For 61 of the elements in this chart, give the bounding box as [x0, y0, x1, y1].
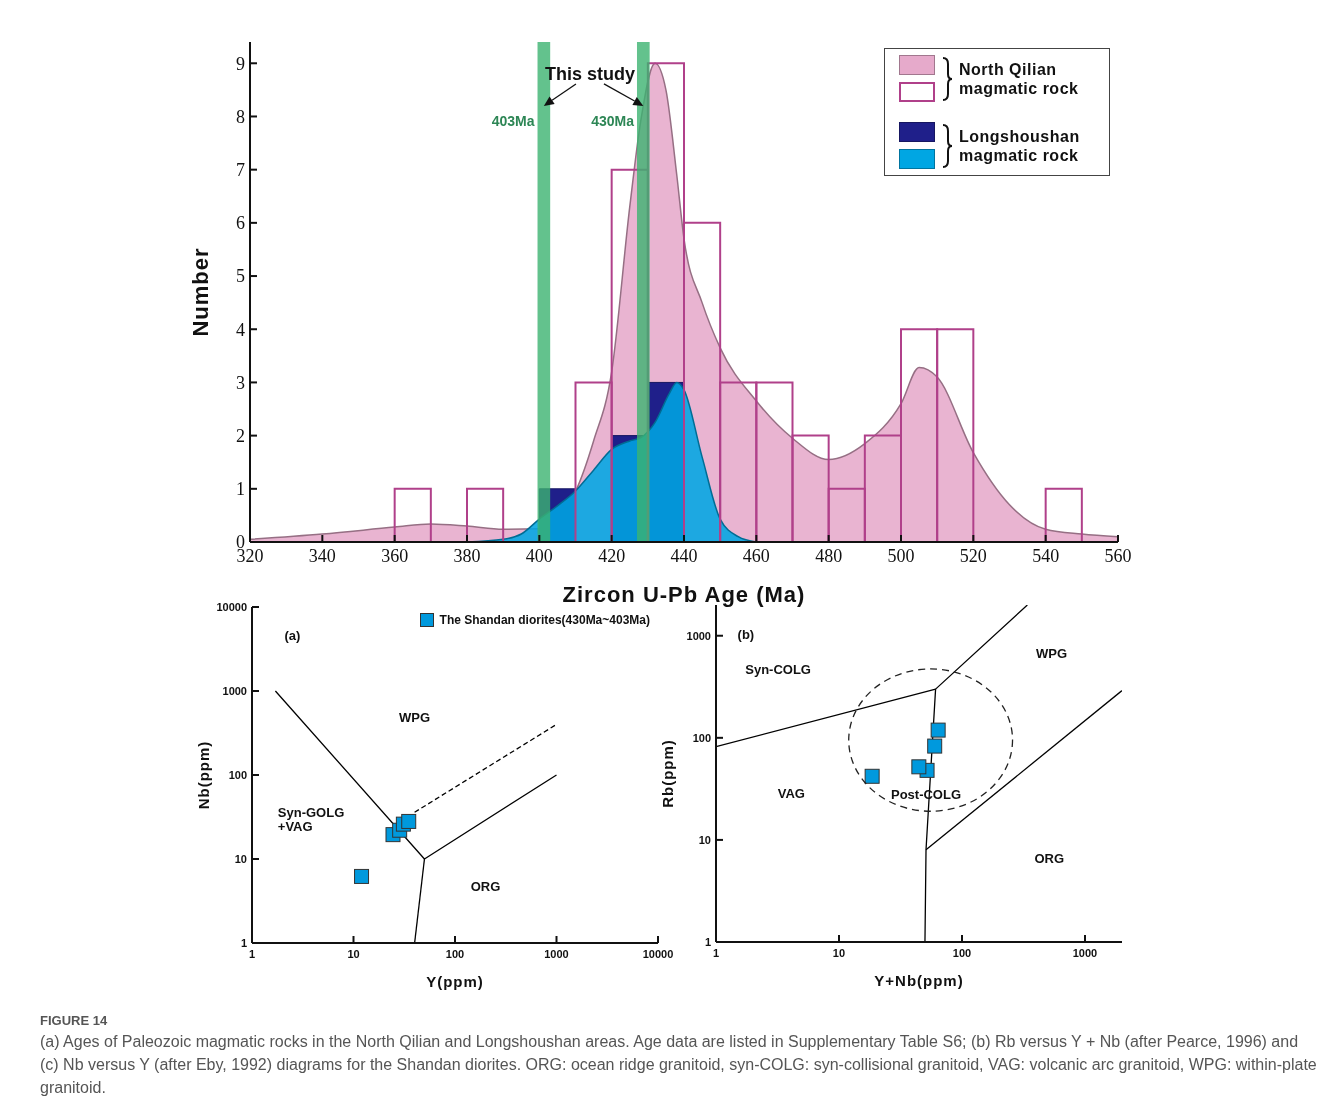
x-tick-label: 1	[248, 947, 256, 960]
x-tick-label: 10	[347, 947, 360, 960]
x-tick-label: 380	[453, 545, 481, 566]
x-tick-label: 1000	[544, 947, 569, 960]
annotation: Syn-COLG	[745, 661, 811, 677]
y-tick-label: 2	[236, 426, 245, 447]
x-axis-title: Y+Nb(ppm)	[874, 972, 964, 989]
annotation: (b)	[737, 626, 755, 642]
annotation: WPG	[1036, 645, 1068, 661]
x-tick-label: 540	[1032, 545, 1060, 566]
y-tick-label: 1	[240, 936, 247, 949]
x-axis-title: Zircon U-Pb Age (Ma)	[562, 582, 806, 607]
x-tick-label: 360	[381, 545, 409, 566]
text: (a) Ages of Paleozoic magmatic rocks in the North Qilian and Longshoushan areas. Age data are listed in Supplementary Table S6; (b) Rb versus Y + Nb (after Pearce, 1996) and (c) Nb versus Y (after Eby, 1992) diagrams for the Shandan diorites. ORG: ocean ridge granitoid, syn-COLG: syn-collisional granitoid, VAG: volcanic arc granitoid, WPG: within-plate granitoid.	[40, 1032, 1318, 1098]
x-tick-label: 420	[598, 545, 626, 566]
x-tick-label: 10000	[642, 947, 674, 960]
x-tick-label: 10	[832, 946, 846, 959]
legend-label: The Shandan diorites(430Ma~403Ma)	[439, 613, 650, 627]
y-axis-title: Nb(ppm)	[195, 740, 213, 810]
x-tick-label: 400	[525, 545, 553, 566]
band-label: 430Ma	[591, 113, 635, 129]
band-label: 403Ma	[491, 113, 535, 129]
annotation: (a)	[284, 627, 301, 643]
y-tick-label: 1	[704, 935, 711, 948]
y-tick-label: 1000	[222, 684, 247, 697]
x-tick-label: 520	[959, 545, 987, 566]
y-axis-title: Number	[187, 247, 213, 337]
y-tick-label: 1	[236, 479, 245, 500]
x-axis-title: Y(ppm)	[426, 973, 484, 990]
x-tick-label: 1000	[1072, 946, 1098, 959]
y-tick-label: 5	[236, 266, 245, 287]
caption: FIGURE 14	[40, 1012, 109, 1030]
y-tick-label: 7	[236, 160, 245, 181]
y-tick-label: 10000	[216, 600, 247, 613]
y-tick-label: 3	[236, 372, 245, 393]
annotation: VAG	[777, 785, 805, 801]
legend-label: North Qilian magmatic rock	[959, 59, 1080, 98]
y-tick-label: 6	[236, 213, 245, 234]
y-tick-label: 1000	[686, 629, 711, 642]
y-axis-title: Rb(ppm)	[659, 739, 677, 808]
x-tick-label: 100	[445, 947, 465, 960]
y-tick-label: 100	[228, 768, 247, 781]
y-tick-label: 8	[236, 106, 245, 127]
legend-label: Longshoushan magmatic rock	[959, 126, 1081, 165]
y-tick-label: 10	[698, 833, 711, 846]
x-tick-label: 460	[742, 545, 770, 566]
y-tick-label: 10	[234, 852, 247, 865]
annotation: ORG	[470, 878, 501, 894]
x-tick-label: 100	[952, 946, 972, 959]
x-tick-label: 440	[670, 545, 698, 566]
annotation: ORG	[1034, 850, 1065, 866]
x-tick-label: 500	[887, 545, 915, 566]
y-tick-label: 100	[692, 731, 711, 744]
y-tick-label: 9	[236, 53, 245, 74]
annotation: Syn-GOLG +VAG	[277, 804, 345, 834]
y-tick-label: 4	[236, 319, 245, 340]
annotation: WPG	[399, 709, 431, 725]
x-tick-label: 480	[815, 545, 843, 566]
x-tick-label: 560	[1104, 545, 1132, 566]
x-tick-label: 340	[308, 545, 336, 566]
x-tick-label: 1	[712, 946, 720, 959]
